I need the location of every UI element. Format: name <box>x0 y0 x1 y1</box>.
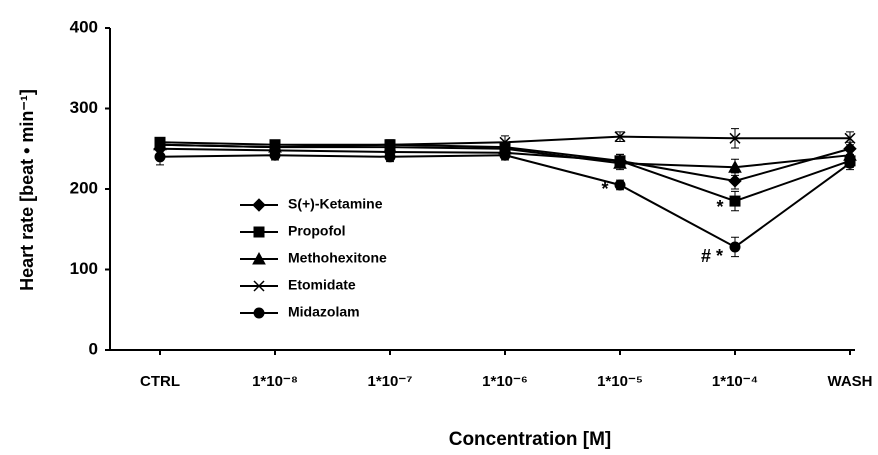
marker <box>729 132 741 144</box>
legend-label: Propofol <box>288 223 346 239</box>
x-tick-label: 1*10⁻⁶ <box>482 373 528 390</box>
marker <box>384 151 396 163</box>
marker <box>384 139 396 151</box>
marker <box>729 195 741 207</box>
annotation: * <box>601 179 608 199</box>
x-tick-label: CTRL <box>140 373 180 390</box>
legend-label: S(+)-Ketamine <box>288 196 383 212</box>
marker <box>253 280 265 292</box>
marker <box>728 174 742 188</box>
marker <box>253 226 265 238</box>
marker <box>253 307 265 319</box>
y-axis-title: Heart rate [beat • min⁻¹] <box>17 89 37 291</box>
marker <box>728 160 742 173</box>
marker <box>154 151 166 163</box>
x-tick-label: 1*10⁻⁴ <box>712 373 758 390</box>
y-tick-label: 0 <box>89 339 98 358</box>
marker <box>154 139 166 151</box>
x-tick-label: 1*10⁻⁸ <box>252 373 298 390</box>
marker <box>614 179 626 191</box>
x-tick-label: WASH <box>828 373 873 390</box>
marker <box>269 149 281 161</box>
y-tick-label: 400 <box>70 17 98 36</box>
marker <box>252 251 266 265</box>
legend-label: Methohexitone <box>288 250 387 266</box>
legend-label: Midazolam <box>288 304 360 320</box>
marker <box>252 198 266 212</box>
y-tick-label: 100 <box>70 259 98 278</box>
annotation: * <box>716 197 723 217</box>
marker <box>729 241 741 253</box>
marker <box>499 149 511 161</box>
marker <box>614 131 626 143</box>
legend-label: Etomidate <box>288 277 356 293</box>
x-tick-label: 1*10⁻⁵ <box>597 373 643 390</box>
x-tick-label: 1*10⁻⁷ <box>368 373 413 390</box>
y-tick-label: 200 <box>70 178 98 197</box>
x-axis-title: Concentration [M] <box>449 429 612 450</box>
y-tick-label: 300 <box>70 98 98 117</box>
annotation: # * <box>701 246 723 266</box>
marker <box>844 132 856 144</box>
marker <box>499 136 511 148</box>
marker <box>844 157 856 169</box>
marker <box>613 156 627 169</box>
